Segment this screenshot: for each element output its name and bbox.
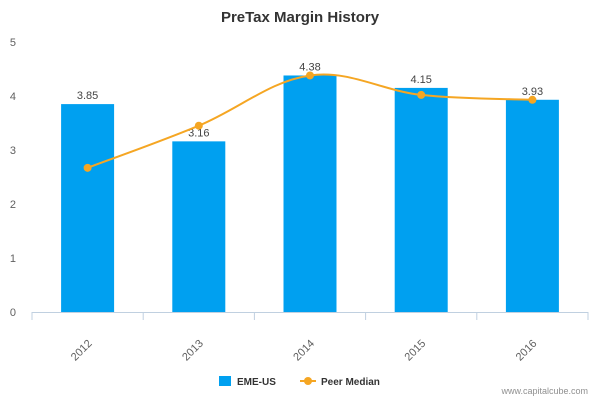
bar-data-label: 3.16 [188, 127, 209, 139]
peer-median-series [83, 71, 537, 172]
bar-data-labels: 3.85 3.16 4.38 4.15 3.93 [77, 61, 543, 139]
x-tick-label: 2014 [291, 338, 317, 364]
x-axis: 2012 2013 2014 2015 2016 [31, 312, 589, 364]
x-tick-label: 2016 [514, 338, 540, 364]
y-tick-label: 1 [10, 253, 16, 265]
legend: EME-US Peer Median [219, 376, 380, 388]
peer-median-point-2016 [528, 95, 537, 104]
bar-data-label: 3.85 [77, 90, 98, 102]
bar-data-label: 3.93 [522, 86, 543, 98]
bar-2015 [394, 87, 448, 313]
chart-title: PreTax Margin History [221, 9, 380, 26]
y-tick-label: 0 [10, 307, 16, 319]
bar-2012 [61, 104, 115, 312]
x-tick-label: 2015 [403, 338, 429, 364]
peer-median-point-2014 [306, 71, 314, 80]
x-tick-label: 2013 [180, 338, 206, 364]
bar-2014 [283, 75, 337, 312]
x-tick-label: 2012 [69, 338, 95, 364]
y-axis: 0 1 2 3 4 5 [10, 37, 16, 319]
credit-text: www.capitalcube.com [500, 386, 588, 396]
peer-median-point-2013 [194, 121, 203, 130]
peer-median-point-2012 [83, 163, 92, 172]
bar-2013 [172, 141, 226, 312]
y-tick-label: 3 [10, 145, 16, 157]
legend-label-peer-median: Peer Median [321, 377, 380, 388]
bar-series [61, 75, 559, 313]
y-tick-label: 4 [10, 91, 16, 103]
y-tick-label: 2 [10, 199, 16, 211]
y-tick-label: 5 [10, 37, 16, 49]
bar-data-label: 4.38 [299, 61, 320, 73]
legend-swatch-eme-us [219, 376, 231, 386]
peer-median-point-2015 [417, 90, 426, 99]
legend-marker-peer-median [304, 377, 312, 385]
bar-2016 [505, 99, 559, 312]
bar-data-label: 4.15 [410, 74, 431, 86]
legend-label-eme-us: EME-US [237, 377, 276, 388]
